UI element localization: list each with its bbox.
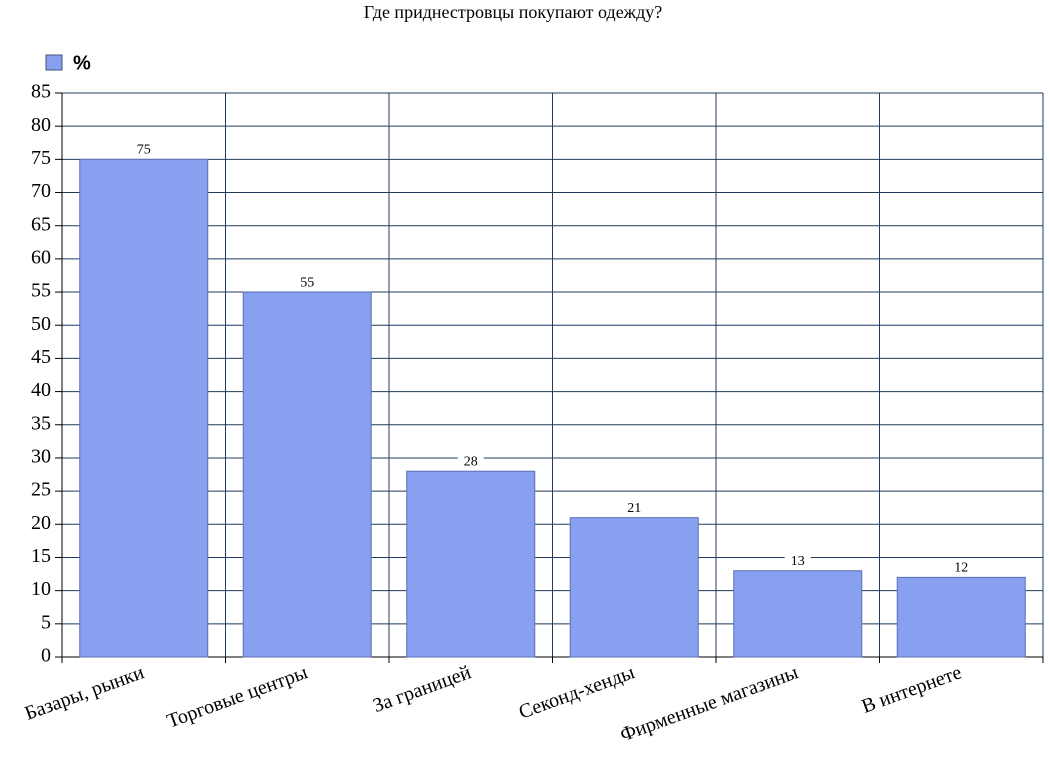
y-tick-label: 60	[31, 246, 51, 268]
bar	[569, 517, 699, 658]
y-tick-label: 45	[31, 346, 51, 368]
bar	[242, 291, 372, 658]
value-label: 55	[300, 275, 314, 290]
bar	[406, 470, 536, 658]
legend-swatch	[45, 54, 63, 71]
value-label: 12	[954, 561, 968, 576]
value-label-bg	[457, 454, 484, 470]
y-tick-label: 55	[31, 280, 51, 302]
y-tick-label: 65	[31, 213, 51, 235]
x-tick-label: В интернете	[859, 661, 965, 717]
y-tick-label: 40	[31, 379, 51, 401]
x-tick-label: Фирменные магазины	[617, 661, 801, 746]
value-label: 75	[137, 143, 151, 158]
y-tick-label: 80	[31, 114, 51, 136]
y-tick-label: 5	[41, 611, 51, 633]
value-label: 28	[464, 454, 478, 469]
y-tick-label: 20	[31, 512, 51, 534]
x-tick-label: Торговые центры	[164, 661, 310, 732]
x-tick-label: За границей	[370, 661, 474, 717]
y-tick-label: 85	[31, 81, 51, 103]
bar	[896, 576, 1026, 658]
value-label-bg	[294, 275, 321, 291]
y-tick-label: 70	[31, 180, 51, 202]
x-tick-label: Базары, рынки	[22, 661, 147, 725]
value-label: 13	[791, 554, 805, 569]
value-label-bg	[784, 553, 811, 569]
chart-title: Где приднестровцы покупают одежду?	[364, 2, 663, 22]
y-tick-label: 35	[31, 412, 51, 434]
bar	[79, 158, 209, 658]
y-tick-label: 50	[31, 313, 51, 335]
value-label: 21	[627, 501, 641, 516]
x-tick-label: Секонд-хенды	[516, 661, 638, 723]
y-tick-label: 10	[31, 578, 51, 600]
value-label-bg	[621, 500, 648, 516]
y-tick-label: 25	[31, 479, 51, 501]
y-tick-label: 0	[41, 645, 51, 667]
y-tick-label: 15	[31, 545, 51, 567]
legend-label: %	[73, 52, 91, 74]
value-label-bg	[130, 142, 157, 158]
y-tick-label: 75	[31, 147, 51, 169]
bar	[733, 570, 863, 658]
value-label-bg	[948, 560, 975, 576]
y-tick-label: 30	[31, 446, 51, 468]
